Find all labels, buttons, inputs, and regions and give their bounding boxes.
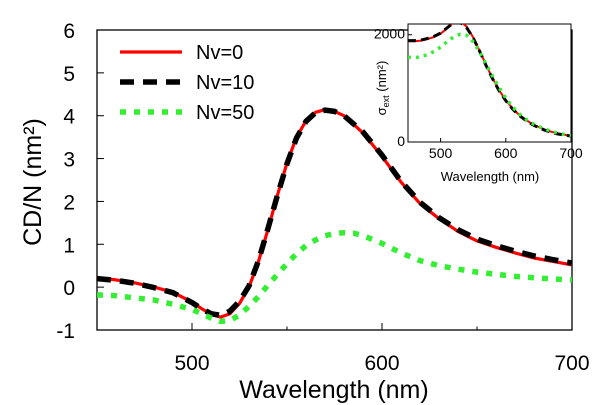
main-plot-frame xyxy=(96,29,573,331)
inset-y-label-unit: (nm²) xyxy=(374,61,389,96)
main-x-axis-label: Wavelength (nm) xyxy=(239,376,428,404)
y-tick-label: 0 xyxy=(63,277,75,300)
inset-plot-frame xyxy=(407,23,572,143)
main-ticks: 500 600 700 -1 0 1 2 3 4 5 6 xyxy=(56,20,589,375)
x-tick-label: 500 xyxy=(429,145,453,161)
y-tick-label: 0 xyxy=(397,133,405,149)
inset-series xyxy=(408,24,571,138)
y-tick-label: 2000 xyxy=(374,26,405,42)
inset-y-label-symbol: σ xyxy=(374,107,389,115)
main-series-line-2 xyxy=(97,229,572,325)
inset-y-axis-label: σext (nm²) xyxy=(374,61,391,116)
y-tick-label: -1 xyxy=(56,320,75,343)
legend-label-nv50: Nv=50 xyxy=(196,102,254,124)
x-tick-label: 700 xyxy=(559,145,583,161)
y-tick-label: 4 xyxy=(63,106,75,129)
x-tick-label: 700 xyxy=(554,352,589,375)
y-tick-label: 2 xyxy=(63,191,75,214)
inset-series-line-1 xyxy=(408,24,571,138)
x-tick-label: 500 xyxy=(174,352,209,375)
main-y-axis-label: CD/N (nm²) xyxy=(19,118,47,246)
y-tick-label: 5 xyxy=(63,63,75,86)
main-series-line-1 xyxy=(97,107,572,319)
legend-label-nv0: Nv=0 xyxy=(196,42,243,64)
inset-ticks: 500 600 700 0 2000 xyxy=(374,26,583,161)
y-tick-label: 1 xyxy=(63,234,75,257)
inset-x-axis-label: Wavelength (nm) xyxy=(441,169,540,184)
legend: Nv=0 Nv=10 Nv=50 xyxy=(120,42,254,124)
x-tick-label: 600 xyxy=(364,352,399,375)
y-tick-label: 3 xyxy=(63,149,75,172)
x-tick-label: 600 xyxy=(494,145,518,161)
inset-y-label-subscript: ext xyxy=(381,95,391,108)
y-tick-label: 6 xyxy=(63,20,75,43)
main-series xyxy=(97,107,572,325)
legend-label-nv10: Nv=10 xyxy=(196,72,254,94)
